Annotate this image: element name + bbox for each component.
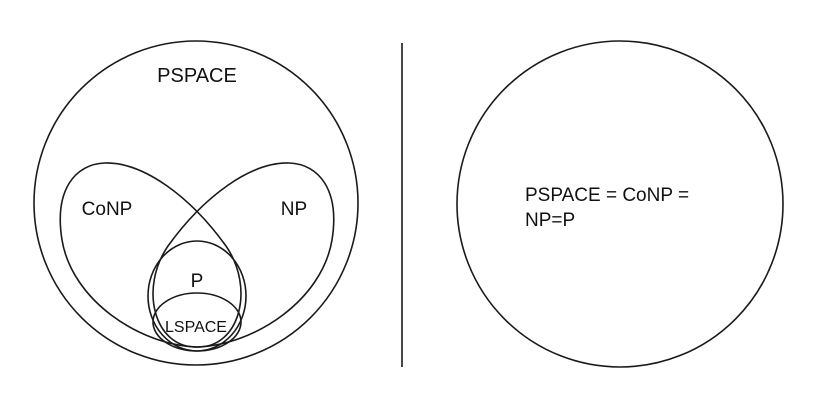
np-ellipse [152, 162, 335, 348]
pspace-label: PSPACE [157, 65, 237, 87]
right-diagram: PSPACE = CoNP = NP=P [456, 40, 784, 368]
p-label: P [191, 271, 204, 292]
lspace-ellipse [152, 292, 242, 352]
equality-statement-line2: NP=P [525, 210, 575, 231]
conp-label: CoNP [82, 199, 133, 220]
pspace-circle [33, 40, 359, 366]
conp-ellipse [59, 162, 242, 348]
left-venn-diagram: PSPACE CoNP NP P LSPACE [33, 40, 359, 366]
equality-statement-line1: PSPACE = CoNP = [525, 185, 689, 206]
np-label: NP [281, 199, 307, 220]
lspace-label: LSPACE [165, 319, 227, 336]
collapsed-class-circle [456, 40, 784, 368]
